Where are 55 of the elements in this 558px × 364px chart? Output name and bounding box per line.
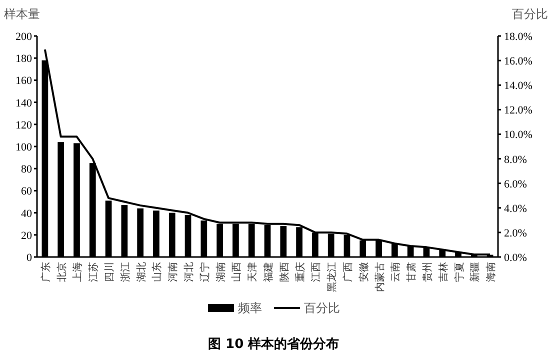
x-tick-label: 河北 — [183, 262, 196, 282]
x-tick-label: 湖北 — [135, 262, 148, 282]
y2-tick-label: 14.0% — [504, 80, 532, 92]
y2-tick-label: 10.0% — [504, 129, 532, 142]
x-tick-label: 安徽 — [358, 262, 370, 282]
y-tick-label: 40 — [21, 208, 32, 220]
y-tick-label: 80 — [21, 164, 32, 176]
y2-tick-label: 2.0% — [504, 227, 527, 240]
x-tick-label: 内蒙古 — [374, 262, 386, 292]
y-tick-label: 100 — [16, 142, 32, 154]
x-tick-label: 江苏 — [88, 262, 100, 282]
y-axis-title: 样本量 — [4, 7, 40, 21]
text: 图 10 样本的省份分布 — [208, 337, 340, 352]
x-tick-label: 云南 — [390, 262, 402, 282]
x-tick-label: 江西 — [310, 262, 322, 282]
x-tick-label: 甘肃 — [406, 262, 418, 282]
x-tick-label: 湖南 — [214, 262, 227, 282]
y-tick-label: 160 — [16, 75, 32, 88]
x-tick-label: 福建 — [262, 262, 274, 282]
x-tick-label: 吉林 — [437, 262, 450, 282]
x-tick-label: 黑龙江 — [326, 262, 338, 292]
y2-axis-title: 百分比 — [512, 7, 548, 21]
x-tick-label: 四川 — [104, 262, 116, 282]
y2-tick-label: 0.0% — [504, 252, 527, 264]
y-tick-label: 200 — [16, 31, 32, 43]
y2-tick-label: 12.0% — [504, 104, 532, 117]
y-tick-label: 120 — [16, 119, 32, 132]
y2-tick-label: 6.0% — [504, 178, 527, 190]
x-tick-label: 海南 — [485, 262, 498, 282]
y2-tick-label: 4.0% — [504, 202, 527, 215]
x-tick-label: 天津 — [246, 262, 259, 282]
legend-label: 频率 — [238, 301, 262, 315]
y-tick-label: 180 — [16, 53, 32, 66]
x-tick-label: 贵州 — [421, 262, 434, 282]
legend-label: 百分比 — [304, 301, 340, 315]
x-tick-label: 广西 — [342, 262, 354, 282]
y2-tick-label: 16.0% — [504, 56, 532, 68]
y2-tick-label: 18.0% — [504, 31, 532, 43]
y-tick-label: 140 — [16, 97, 32, 110]
x-tick-label: 河南 — [167, 262, 180, 282]
x-tick-label: 山西 — [230, 262, 243, 282]
y-tick-label: 0 — [26, 252, 32, 264]
x-tick-label: 重庆 — [294, 262, 306, 282]
x-tick-label: 宁夏 — [453, 262, 466, 282]
y-tick-label: 60 — [21, 186, 32, 198]
y2-tick-label: 8.0% — [504, 154, 527, 166]
x-tick-label: 山东 — [151, 262, 164, 282]
x-tick-label: 陕西 — [278, 262, 290, 282]
x-tick-label: 浙江 — [119, 262, 132, 282]
x-tick-label: 北京 — [56, 262, 68, 282]
y-tick-label: 20 — [21, 230, 32, 242]
x-tick-label: 上海 — [72, 262, 84, 282]
x-tick-label: 广东 — [40, 262, 52, 282]
x-tick-label: 辽宁 — [198, 262, 211, 282]
x-tick-label: 新疆 — [469, 262, 482, 282]
